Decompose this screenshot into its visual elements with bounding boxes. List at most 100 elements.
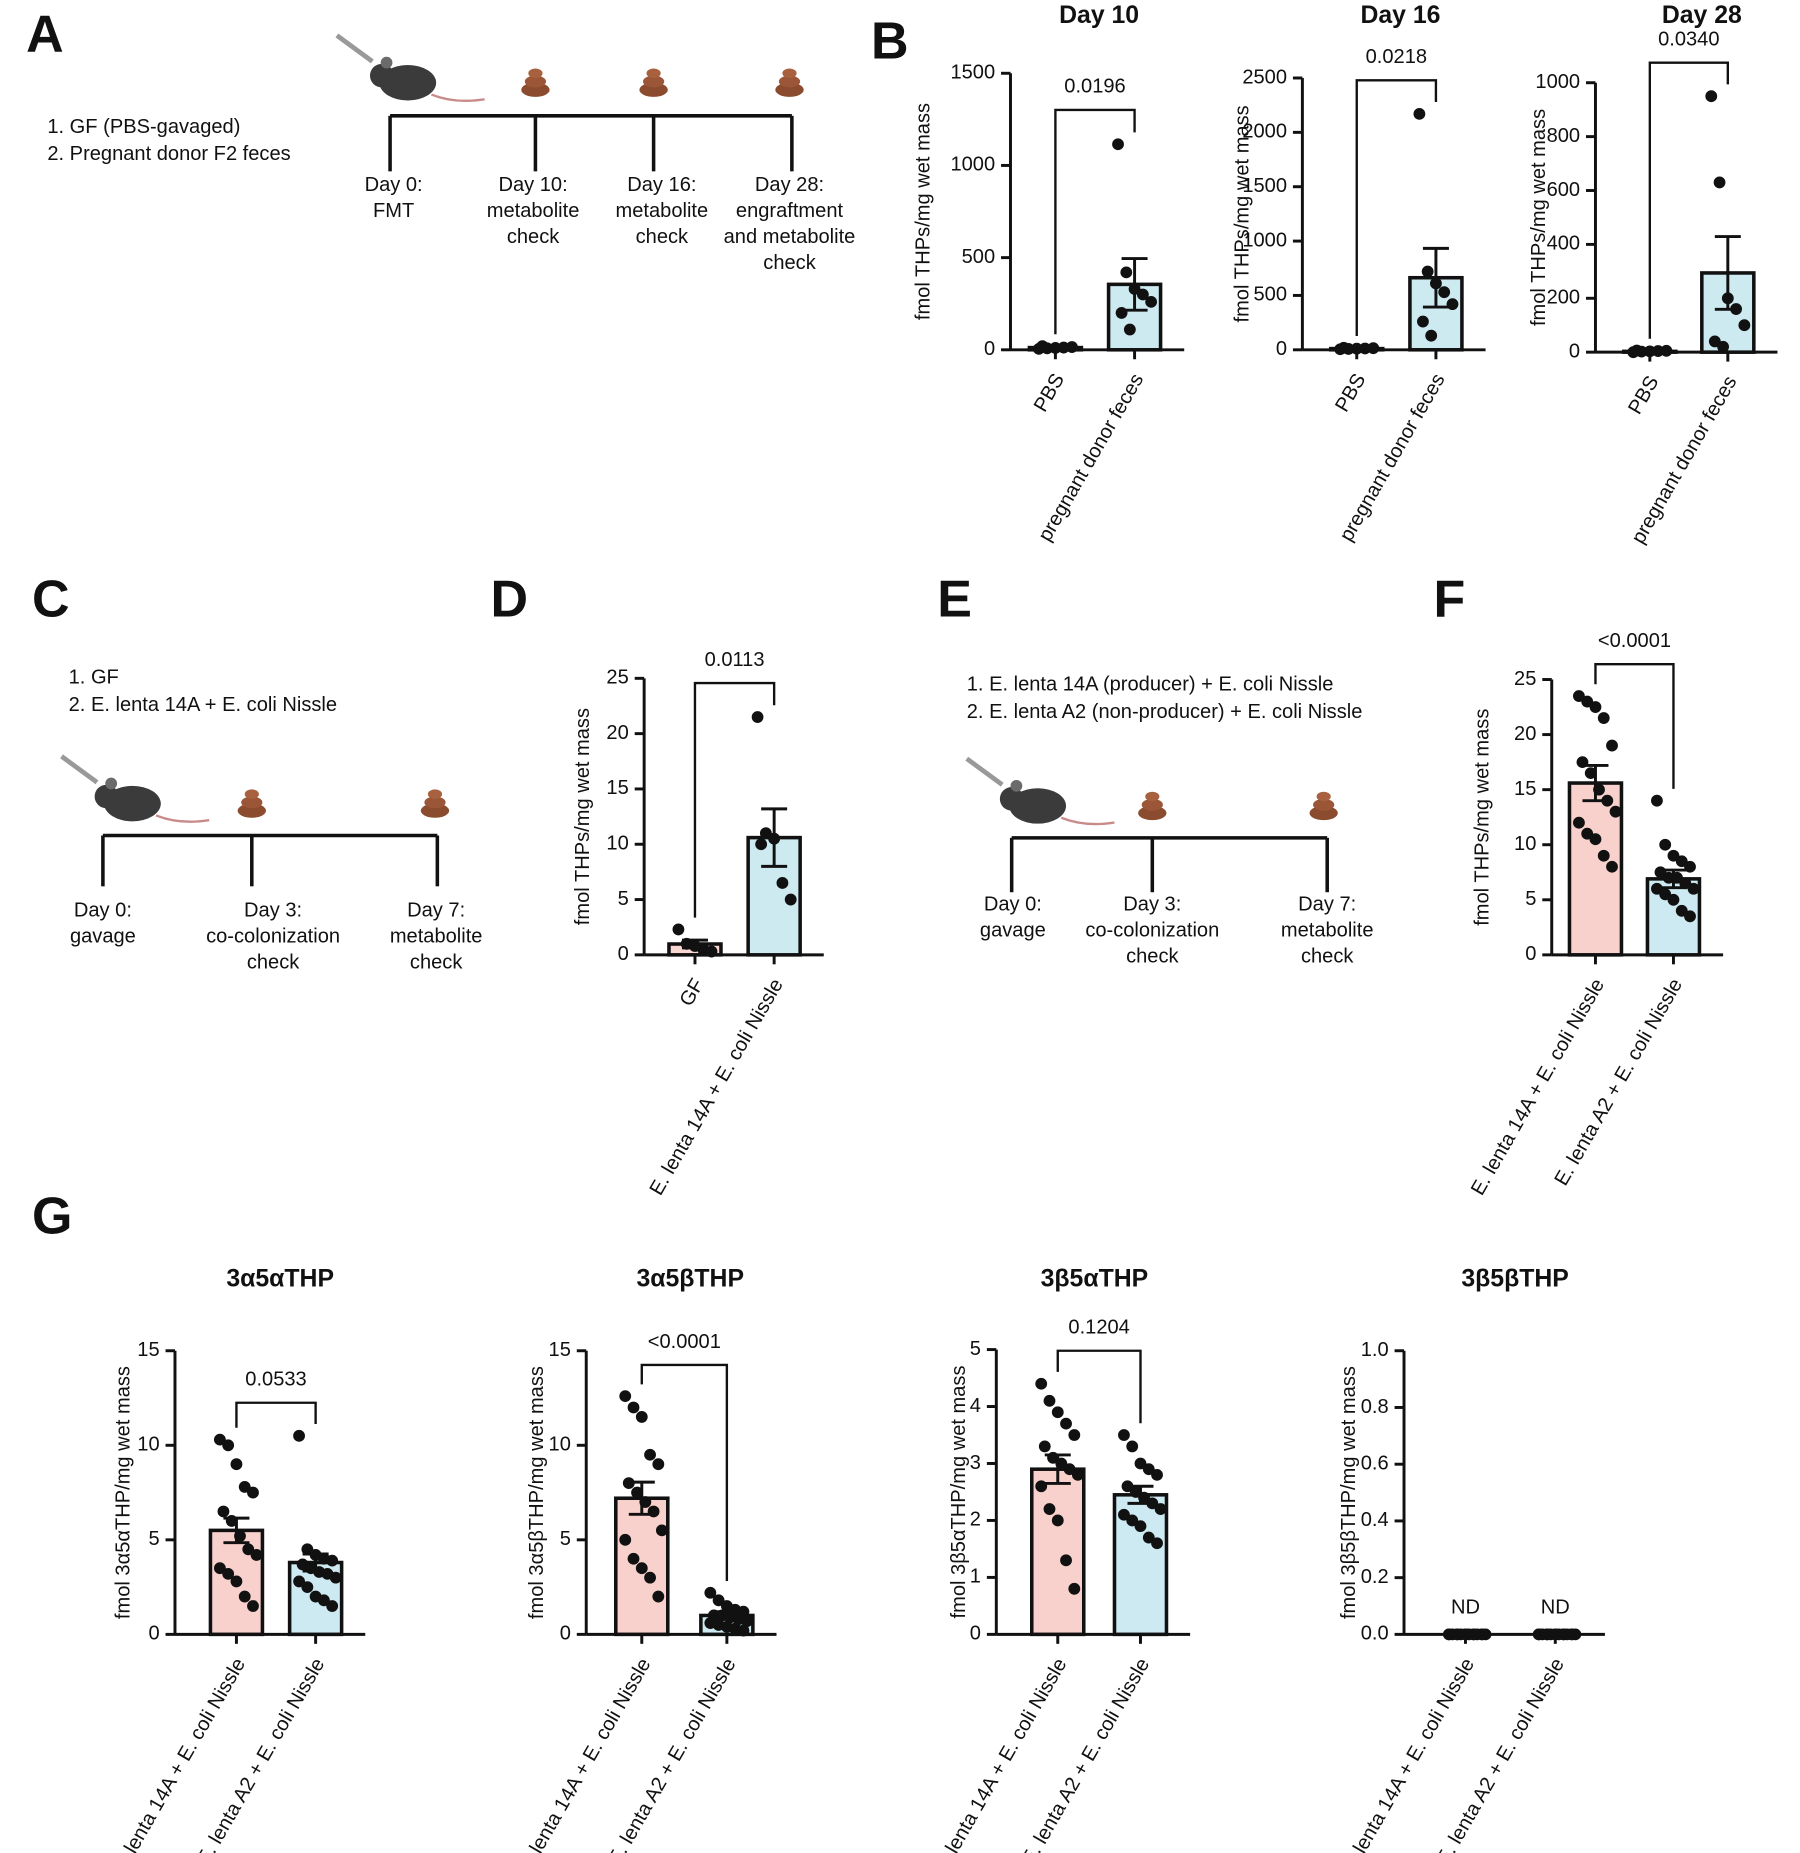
data-point [751,711,764,723]
data-point [627,1552,640,1565]
data-point [1721,292,1734,305]
significance-bracket [235,1401,317,1428]
significance-bracket [1054,108,1136,335]
y-tick-label: 5 [560,1528,571,1550]
feces [646,68,661,78]
y-tick-label: 0.0 [1361,1623,1389,1645]
mouse-tail [1060,816,1115,826]
data-point [1446,298,1459,311]
data-point [326,1554,339,1567]
data-point [1667,893,1680,906]
y-axis-label: fmol 3α5βTHP/mg wet mass [526,1366,548,1619]
feces [424,796,446,809]
y-tick-label: 1000 [1242,229,1287,251]
y-axis-label: fmol 3β5βTHP/mg wet mass [1338,1366,1360,1619]
timepoint-label: Day 10: [498,174,567,196]
y-tick-label: 1500 [1242,175,1287,197]
mouse-icon [965,756,1115,826]
feces [237,803,266,818]
data-point [1730,303,1743,315]
group-label: 2. E. lenta 14A + E. coli Nissle [69,694,337,716]
data-point [1630,344,1643,357]
timepoint-label: Day 0: [984,894,1042,916]
p-value: <0.0001 [1598,630,1671,652]
data-point [1337,341,1350,354]
timepoint-label: Day 0: [365,174,423,196]
data-point [1151,1537,1163,1550]
mouse-head [94,784,119,809]
data-point [1145,295,1158,308]
data-point [217,1505,230,1518]
y-axis-label: fmol THPs/mg wet mass [572,708,594,925]
feces-icon [1309,791,1338,821]
data-point [1126,1440,1139,1453]
data-point [1146,1497,1159,1510]
group-label: 1. E. lenta 14A (producer) + E. coli Nis… [967,674,1334,696]
y-tick-label: 600 [1547,179,1581,201]
data-point [238,1480,251,1493]
data-point [1112,138,1124,151]
group-annotation: ND [1541,1597,1570,1619]
data-point [230,1458,243,1471]
y-tick-label: 200 [1547,287,1581,309]
timepoint-label: Day 7: [407,899,465,921]
feces-icon [420,789,450,818]
chart-title: 3α5βTHP [636,1265,744,1292]
data-point [1705,90,1718,103]
feces-icon [521,68,550,97]
data-point [1684,860,1696,873]
y-tick-label: 10 [606,833,628,855]
data-point [635,1411,648,1423]
syringe [335,33,374,64]
timepoint-label: check [636,226,689,248]
data-point [1589,833,1602,846]
significance-bracket [1594,662,1675,789]
timepoint-label: Day 16: [627,174,696,196]
timepoint-label: check [507,226,560,248]
data-point [326,1600,339,1612]
feces [528,68,543,78]
chart-title: Day 28 [1662,2,1742,29]
feces-icon [639,68,668,97]
timepoint-label: check [410,951,463,973]
timepoint-label: metabolite [390,925,483,947]
data-point [1576,756,1589,769]
data-point [755,838,768,851]
timepoint-label: gavage [980,920,1046,942]
feces-icon [1138,791,1167,821]
chart-title: 3β5βTHP [1461,1265,1568,1292]
y-tick-label: 15 [1514,778,1536,800]
y-tick-label: 0.2 [1361,1566,1389,1588]
data-point [1597,712,1610,724]
data-point [704,1586,717,1599]
data-point [1063,1463,1076,1476]
y-tick-label: 0 [1569,340,1580,362]
p-value: 0.0340 [1658,28,1719,50]
y-tick-label: 400 [1547,233,1581,255]
data-point [301,1543,314,1556]
group-label: 2. Pregnant donor F2 feces [47,143,290,165]
data-point [1151,1468,1163,1481]
data-point [247,1486,259,1499]
mouse-tail [430,93,485,103]
data-point [619,1533,632,1546]
y-tick-label: 20 [1514,723,1536,745]
y-tick-label: 4 [970,1395,981,1417]
data-point [631,1486,643,1499]
data-point [652,1590,665,1603]
data-point [619,1390,632,1403]
data-point [1128,283,1141,295]
data-point [1425,329,1438,342]
data-point [247,1600,259,1612]
timepoint-label: check [1126,946,1179,968]
data-point [1430,277,1442,290]
data-point [1038,1440,1051,1453]
y-tick-label: 10 [549,1434,571,1456]
y-axis-label: fmol THPs/mg wet mass [913,103,935,320]
y-tick-label: 500 [962,246,996,268]
y-tick-label: 5 [970,1338,981,1360]
p-value: 0.0113 [705,649,765,671]
feces-icon [775,68,804,97]
data-point [1609,805,1622,818]
